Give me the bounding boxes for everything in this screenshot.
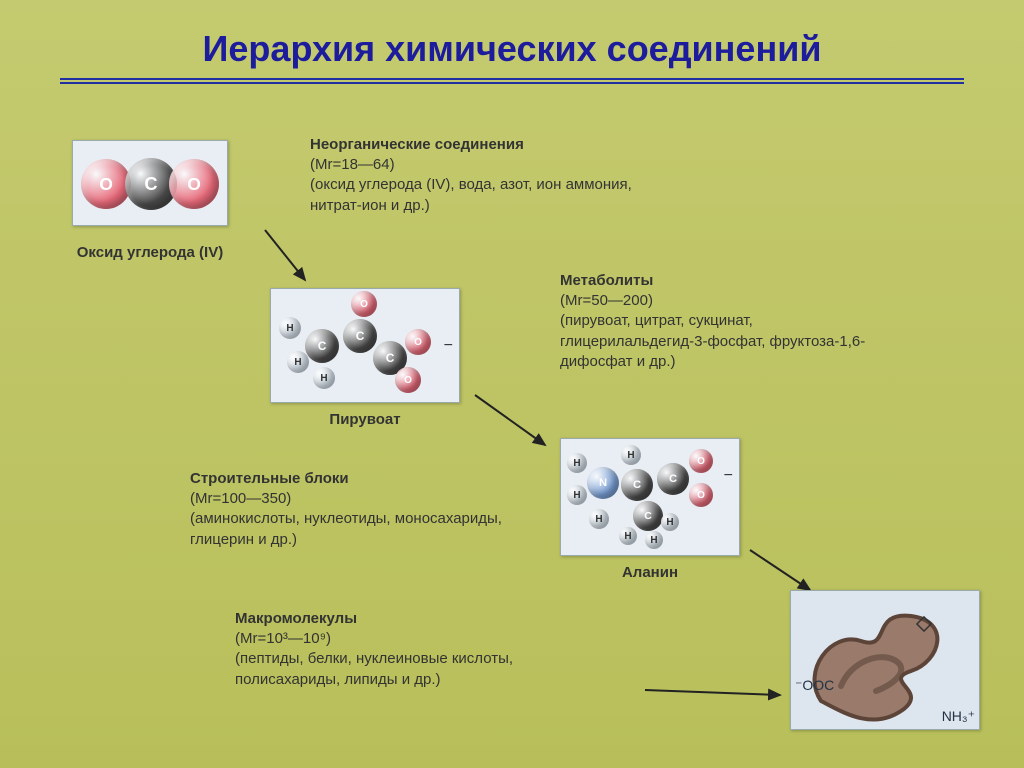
atom-h: H [279,317,301,339]
atom-o: O [169,159,219,209]
atom-o: O [689,483,713,507]
atom-h: H [567,453,587,473]
title-rule [60,78,964,84]
level4-heading: Макромолекулы [235,610,615,627]
atom-c: C [633,501,663,531]
protein-image: ⁻OOC NH₃⁺ [790,590,980,730]
level4-mr: (Mr=10³—10⁹) [235,629,615,649]
level2-mr: (Mr=50—200) [560,291,900,311]
level4-text: Макромолекулы (Mr=10³—10⁹) (пептиды, бел… [235,610,615,690]
atom-c: C [305,329,339,363]
atom-c: C [343,319,377,353]
pyruvate-image: − HHHCCOCOO [270,288,460,403]
atom-o: O [395,367,421,393]
level1-mr: (Mr=18—64) [310,155,640,175]
level2-examples: (пирувоат, цитрат, сукцинат, глицерилаль… [560,311,900,372]
alanine-image: − HHHNHCCHHHCOO [560,438,740,556]
level2-text: Метаболиты (Mr=50—200) (пирувоат, цитрат… [560,272,900,372]
atom-o: O [405,329,431,355]
atom-h: H [287,351,309,373]
atom-h: H [645,531,663,549]
co2-caption: Оксид углерода (IV) [72,244,228,261]
level1-text: Неорганические соединения (Mr=18—64) (ок… [310,136,640,216]
level1-heading: Неорганические соединения [310,136,640,153]
pyruvate-charge: − [444,337,453,355]
protein-c-term: NH₃⁺ [942,708,975,725]
atom-h: H [313,367,335,389]
co2-block: OCO Оксид углерода (IV) [72,140,228,261]
atom-h: H [589,509,609,529]
level3-examples: (аминокислоты, нуклеотиды, моносахариды,… [190,509,520,550]
page-title: Иерархия химических соединений [0,0,1024,78]
atom-c: C [657,463,689,495]
atom-h: H [621,445,641,465]
alanine-charge: − [724,467,733,485]
level3-heading: Строительные блоки [190,470,520,487]
alanine-block: − HHHNHCCHHHCOO Аланин [560,438,740,581]
level1-examples: (оксид углерода (IV), вода, азот, ион ам… [310,175,640,216]
level4-examples: (пептиды, белки, нуклеиновые кислоты, по… [235,649,615,690]
pyruvate-block: − HHHCCOCOO Пирувоат [270,288,460,428]
arrow-1 [260,225,320,295]
atom-h: H [619,527,637,545]
atom-c: C [621,469,653,501]
arrow-4 [640,680,790,730]
atom-n: N [587,467,619,499]
arrow-2 [470,390,560,460]
atom-o: O [351,291,377,317]
level2-heading: Метаболиты [560,272,900,289]
atom-h: H [661,513,679,531]
pyruvate-caption: Пирувоат [270,411,460,428]
level3-mr: (Mr=100—350) [190,489,520,509]
protein-n-term: ⁻OOC [795,677,834,694]
atom-h: H [567,485,587,505]
level3-text: Строительные блоки (Mr=100—350) (аминоки… [190,470,520,550]
co2-image: OCO [72,140,228,226]
alanine-caption: Аланин [560,564,740,581]
atom-o: O [81,159,131,209]
atom-o: O [689,449,713,473]
